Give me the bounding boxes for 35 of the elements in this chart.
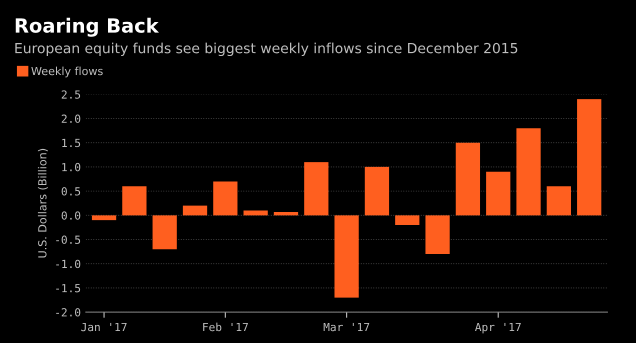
bar	[274, 212, 298, 216]
y-tick-label: -0.5	[56, 236, 80, 244]
y-tick-label: -1.0	[56, 260, 80, 268]
chart-title: Roaring Back	[16, 18, 159, 37]
bar	[182, 206, 208, 216]
x-tick-label: Apr '17	[475, 322, 521, 334]
bar	[425, 215, 450, 254]
bar	[486, 172, 510, 216]
bar	[244, 210, 268, 216]
y-tick-label: 2.0	[62, 114, 80, 123]
bar	[546, 186, 571, 216]
y-tick-label: 0.0	[62, 211, 80, 220]
legend-label: Weekly flows	[31, 66, 103, 78]
bar	[364, 166, 390, 216]
x-tick-label: Feb '17	[203, 322, 248, 332]
x-tick-label: Mar '17	[324, 322, 370, 332]
bar	[395, 215, 420, 226]
y-tick-label: -2.0	[56, 308, 80, 317]
bar	[152, 215, 177, 250]
y-tick-label: 1.0	[62, 162, 80, 172]
chart-subtitle: European equity funds see biggest weekly inflows since December 2015	[15, 42, 518, 56]
y-axis-title: U.S. Dollars (Billion)	[38, 148, 48, 258]
y-tick-label: 2.5	[62, 90, 80, 99]
bar	[304, 162, 328, 216]
bar	[456, 142, 480, 216]
y-tick-label: 1.5	[62, 138, 80, 148]
bar	[92, 215, 116, 220]
bar	[577, 99, 602, 216]
bar	[516, 128, 541, 216]
x-tick-label: Jan '17	[81, 322, 127, 332]
bar	[122, 186, 146, 216]
y-tick-label: 0.5	[62, 187, 80, 196]
bar	[334, 215, 359, 298]
bar	[213, 181, 238, 216]
y-tick-label: -1.5	[56, 284, 80, 292]
